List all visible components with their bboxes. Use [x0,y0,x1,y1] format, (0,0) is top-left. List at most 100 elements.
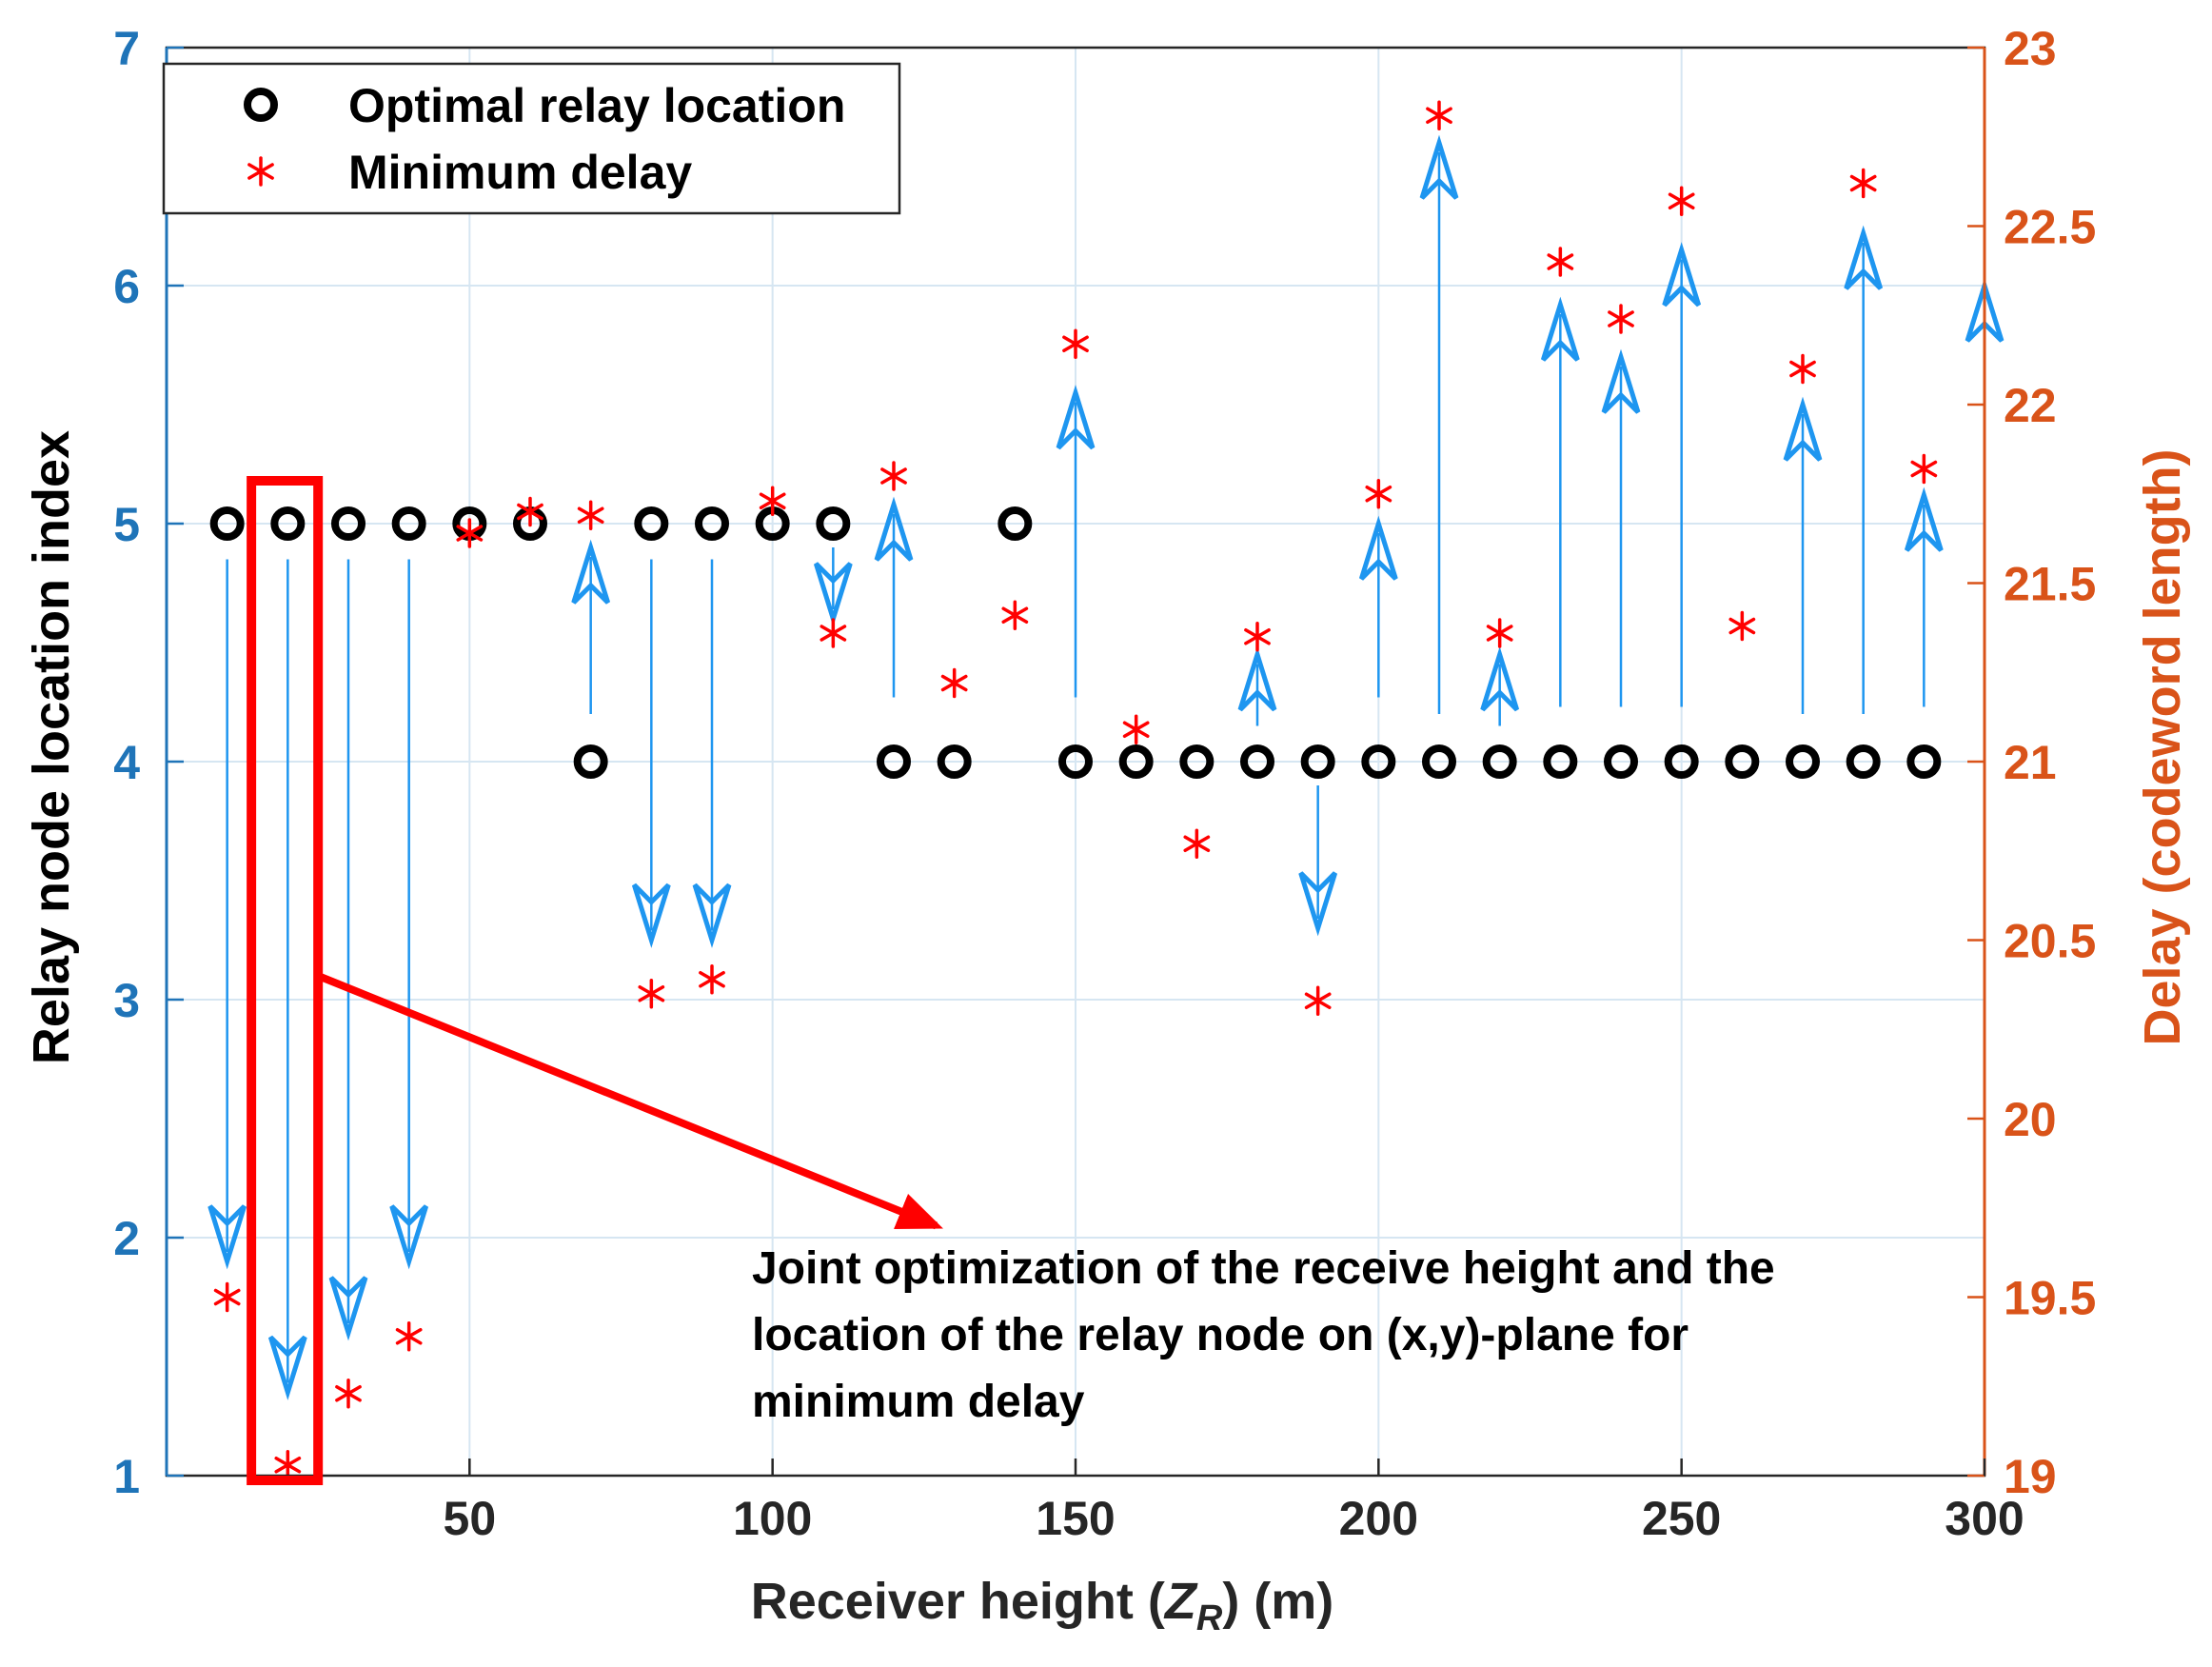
delay-marker-20-stroke-2 [274,1457,302,1474]
arrow-head-8 [874,496,914,562]
relay-location-markers [209,506,1942,779]
left-axis-ticks: 1 2 3 4 5 6 7 [113,22,184,1503]
relay-marker-80 [634,506,669,541]
x-axis-label: Receiver height (ZR) (m) [751,1573,1334,1638]
delay-marker-100-stroke-2 [759,492,786,509]
left-tick-label-3: 3 [113,974,140,1027]
arrow-head-12 [1358,515,1398,581]
delay-marker-240-stroke-2 [1608,310,1634,327]
arrow-head-1 [267,1335,307,1400]
delay-marker-230-stroke-2 [1547,253,1574,270]
legend-box [162,62,901,215]
annotation-line-3: minimum delay [752,1377,1085,1427]
relay-marker-70 [573,744,608,779]
delay-marker-230 [1547,247,1574,277]
delay-marker-70 [577,500,604,530]
delay-markers [213,100,1938,1480]
relay-marker-40 [391,506,426,541]
x-tick-label-300: 300 [1945,1492,2024,1545]
delay-marker-260 [1728,610,1756,642]
relay-marker-150 [1058,744,1093,779]
arrow-head-13 [1419,134,1459,200]
relay-marker-140 [997,506,1033,541]
delay-marker-40-stroke-2 [395,1328,423,1345]
delay-marker-130 [940,667,968,699]
legend-star-glyph-stroke-2 [247,163,274,180]
legend-circle-marker [244,88,278,122]
relay-marker-240 [1604,744,1638,779]
delay-marker-60-stroke-2 [517,503,543,521]
left-tick-label-4: 4 [113,736,140,789]
delay-marker-220 [1486,618,1513,648]
relay-marker-250 [1664,744,1699,779]
relay-marker-180 [1240,744,1274,779]
delay-marker-200 [1365,479,1392,509]
arrow-head-11 [1298,871,1338,937]
relay-marker-190 [1300,744,1335,779]
relay-marker-120 [877,744,911,779]
right-tick-label-19.5: 19.5 [2004,1272,2096,1325]
delay-marker-140 [1001,600,1029,630]
relay-marker-260 [1725,744,1760,779]
delay-marker-90-stroke-2 [699,971,725,988]
delay-marker-270-stroke-2 [1789,360,1816,378]
x-tick-label-200: 200 [1339,1492,1418,1545]
delay-marker-100 [759,486,786,516]
relay-marker-220 [1482,744,1517,779]
delay-marker-20 [274,1450,302,1480]
delay-marker-60 [517,496,543,527]
delay-marker-10-stroke-2 [213,1288,241,1306]
delay-marker-10 [213,1281,241,1313]
relay-marker-200 [1361,744,1396,779]
x-axis-ticks: 50 100 150 200 250 300 [444,1459,2024,1545]
arrow-head-16 [1601,348,1641,414]
annotation-line-1: Joint optimization of the receive height… [752,1243,1775,1294]
left-tick-label-7: 7 [113,22,140,75]
left-tick-label-2: 2 [113,1212,140,1265]
delay-marker-170-stroke-2 [1183,835,1211,852]
delay-marker-150 [1062,328,1089,359]
x-tick-label-150: 150 [1036,1492,1115,1545]
delay-marker-30-stroke-2 [335,1385,362,1402]
delay-marker-160-stroke-2 [1122,721,1150,738]
relay-marker-270 [1786,744,1820,779]
x-tick-label-100: 100 [733,1492,812,1545]
delay-marker-130-stroke-2 [940,674,968,692]
relay-marker-230 [1543,744,1578,779]
legend: Optimal relay location Minimum delay [162,62,901,215]
arrow-head-10 [1237,646,1277,712]
right-tick-label-20.5: 20.5 [2004,915,2096,968]
delay-marker-200-stroke-2 [1365,486,1392,503]
right-tick-label-22: 22 [2004,379,2057,432]
delay-marker-80 [638,979,665,1009]
relay-marker-20 [270,506,306,541]
right-axis-ticks: 19 19.5 20 20.5 21 21.5 22 22.5 23 [1967,22,2096,1503]
delay-marker-40 [395,1321,423,1352]
delay-marker-110 [820,618,847,648]
annotation-arrow-line [316,972,943,1230]
left-tick-label-1: 1 [113,1450,140,1503]
legend-star-glyph [247,156,274,187]
delay-marker-290-stroke-2 [1910,460,1938,478]
arrow-head-6 [692,883,732,948]
delay-marker-90 [699,964,725,995]
arrow-head-7 [813,562,853,627]
right-tick-label-21.5: 21.5 [2004,558,2096,611]
legend-label-delay: Minimum delay [348,146,692,199]
left-tick-label-5: 5 [113,498,140,551]
delay-marker-240 [1608,304,1634,334]
arrow-head-20 [1904,486,1944,552]
relay-marker-90 [695,506,729,541]
x-axis-label-var: Z [1163,1573,1198,1630]
relay-marker-10 [209,506,245,541]
left-tick-label-6: 6 [113,260,140,313]
delay-marker-140-stroke-2 [1001,606,1029,624]
highlight-rect [247,476,324,1485]
annotation-text: Joint optimization of the receive height… [752,1243,1787,1427]
delay-marker-120-stroke-2 [880,467,907,485]
relay-marker-110 [816,506,851,541]
delay-marker-120 [880,461,907,491]
y-left-axis-label: Relay node location index [23,430,80,1064]
relay-marker-160 [1118,744,1154,779]
delay-marker-210-stroke-2 [1426,107,1452,124]
